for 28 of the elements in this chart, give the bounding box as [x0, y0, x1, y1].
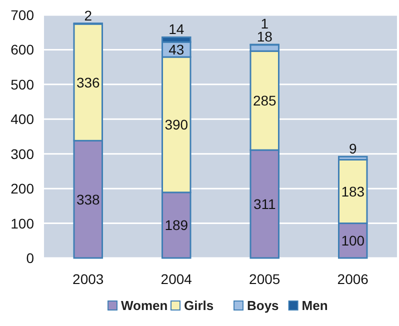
data-label: 14	[168, 21, 184, 38]
data-label: 336	[76, 74, 100, 90]
legend-label: Boys	[247, 298, 279, 313]
data-label: 189	[164, 217, 188, 234]
data-label: 285	[252, 92, 277, 109]
y-tick-label: 500	[10, 76, 34, 92]
y-tick-label: 300	[10, 146, 34, 162]
x-tick-label: 2006	[337, 271, 369, 287]
data-label: 9	[348, 140, 357, 157]
legend-label: Girls	[184, 298, 214, 313]
data-label: 338	[76, 191, 100, 208]
x-tick-label: 2004	[160, 271, 192, 287]
y-tick-label: 200	[10, 180, 34, 197]
y-tick-label: 700	[10, 7, 34, 23]
legend-label: Men	[302, 298, 328, 313]
legend-label: Women	[121, 298, 168, 313]
data-label: 390	[164, 116, 188, 133]
data-label: 2	[84, 7, 92, 24]
y-tick-label: 0	[26, 250, 34, 266]
data-label: 43	[168, 42, 184, 58]
data-label: 311	[253, 196, 276, 212]
y-tick-label: 100	[10, 215, 34, 232]
data-label: 183	[341, 184, 365, 200]
data-label: 100	[341, 232, 365, 249]
y-tick-label: 600	[10, 42, 34, 58]
x-tick-label: 2003	[72, 271, 104, 287]
y-tick-label: 400	[10, 111, 34, 128]
x-tick-label: 2005	[249, 271, 280, 287]
